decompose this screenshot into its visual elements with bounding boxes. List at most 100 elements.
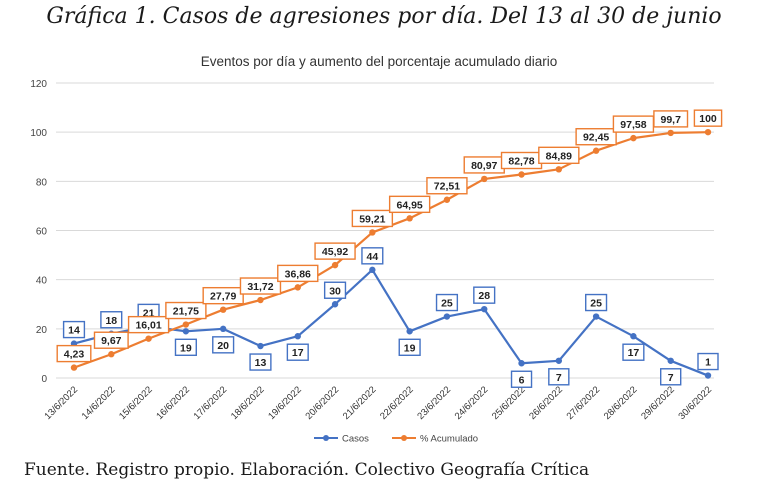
data-label-acumulado-7: 45,92 [322, 246, 348, 258]
x-tick-label-3: 16/6/2022 [154, 384, 192, 422]
point-casos-15 [630, 333, 637, 340]
data-label-casos-4: 20 [217, 340, 229, 352]
data-label-casos-9-box [398, 338, 421, 356]
data-label-acumulado-13-box [538, 146, 580, 165]
y-tick-label-0: 0 [41, 374, 47, 385]
data-label-casos-7: 30 [329, 285, 341, 297]
data-label-acumulado-13: 84,89 [546, 150, 572, 162]
point-acumulado-13 [555, 166, 563, 173]
data-label-casos-0-box [62, 320, 86, 339]
point-casos-6 [294, 333, 301, 340]
point-acumulado-6 [294, 284, 301, 291]
point-casos-16 [667, 357, 674, 364]
data-label-acumulado-0-box [56, 344, 92, 363]
point-acumulado-1 [108, 351, 115, 358]
point-acumulado-16 [667, 129, 674, 137]
legend-label-acumulado: % Acumulado [420, 434, 478, 445]
data-label-casos-1-box [100, 311, 123, 329]
point-acumulado-10 [443, 196, 451, 203]
figure-title: Gráfica 1. Casos de agresiones por día. … [46, 4, 722, 29]
data-label-casos-4-box [212, 336, 235, 354]
point-casos-13 [555, 357, 563, 364]
point-acumulado-12 [518, 171, 525, 178]
source-text: Registro propio. Elaboración. Colectivo … [95, 460, 590, 480]
x-tick-label-17: 30/6/2022 [676, 384, 714, 422]
point-acumulado-4 [219, 306, 227, 313]
data-label-casos-7-box [323, 281, 347, 299]
x-tick-label-13: 26/6/2022 [527, 384, 565, 422]
series-line-casos [73, 268, 709, 377]
x-tick-label-11: 24/6/2022 [453, 384, 491, 422]
data-label-casos-10-box [435, 293, 459, 312]
legend-marker-casos [323, 435, 329, 441]
data-label-acumulado-3: 21,75 [173, 306, 199, 318]
y-tick-label-120: 120 [30, 79, 47, 90]
point-casos-7 [331, 301, 339, 308]
x-tick-label-15: 28/6/2022 [602, 384, 640, 422]
point-acumulado-2 [145, 335, 152, 342]
point-acumulado-5 [257, 296, 264, 304]
x-tick-label-16: 29/6/2022 [639, 384, 677, 422]
point-casos-8 [369, 266, 376, 274]
data-label-acumulado-1: 9,67 [101, 335, 122, 347]
data-label-acumulado-8: 59,21 [359, 213, 385, 225]
data-label-acumulado-9-box [388, 195, 431, 214]
point-acumulado-9 [406, 215, 413, 222]
x-tick-label-6: 19/6/2022 [266, 384, 304, 422]
y-tick-label-40: 40 [36, 276, 48, 287]
data-label-acumulado-6-box [277, 264, 319, 283]
data-label-acumulado-16-box [653, 110, 689, 128]
data-label-casos-15-box [622, 343, 645, 361]
x-tick-label-8: 21/6/2022 [341, 384, 379, 422]
x-tick-label-5: 18/6/2022 [229, 384, 267, 422]
data-label-casos-2: 21 [143, 307, 155, 319]
data-label-casos-14: 25 [590, 298, 602, 310]
data-label-acumulado-10-box [426, 177, 468, 195]
source-label: Fuente. [24, 460, 91, 480]
point-acumulado-15 [630, 134, 637, 142]
point-acumulado-11 [481, 175, 488, 183]
data-label-casos-8-box [361, 247, 384, 265]
data-label-acumulado-0: 4,23 [64, 349, 85, 361]
data-label-acumulado-2-box [127, 315, 170, 334]
data-label-casos-15: 17 [628, 347, 640, 359]
point-acumulado-17 [704, 128, 712, 136]
data-label-acumulado-6: 36,86 [285, 268, 311, 280]
data-label-acumulado-4: 27,79 [210, 291, 236, 303]
data-label-acumulado-16: 99,7 [660, 114, 681, 126]
data-label-casos-11-box [473, 286, 496, 304]
data-label-casos-5: 13 [255, 357, 267, 369]
data-label-acumulado-8-box [351, 209, 394, 228]
data-label-casos-5-box [249, 353, 272, 371]
point-casos-11 [481, 305, 488, 313]
legend-label-casos: Casos [342, 434, 369, 445]
data-label-casos-1: 18 [105, 315, 117, 327]
data-label-casos-11: 28 [478, 290, 490, 302]
y-tick-label-60: 60 [36, 227, 48, 238]
point-casos-17 [704, 372, 712, 379]
point-casos-3 [182, 328, 190, 335]
x-tick-label-7: 20/6/2022 [304, 384, 342, 422]
data-label-casos-17-box [697, 352, 719, 371]
x-tick-label-10: 23/6/2022 [415, 384, 453, 422]
data-label-casos-3-box [174, 338, 197, 356]
data-label-acumulado-17: 100 [699, 113, 717, 125]
data-label-casos-13: 7 [556, 372, 562, 384]
data-label-acumulado-10: 72,51 [434, 181, 460, 193]
data-label-casos-13-box [548, 368, 570, 386]
x-tick-label-2: 15/6/2022 [117, 384, 155, 422]
data-label-casos-8: 44 [367, 251, 379, 263]
chart-title: Eventos por día y aumento del porcentaje… [201, 54, 557, 69]
data-label-casos-6-box [286, 343, 309, 361]
data-label-casos-17: 1 [705, 357, 711, 369]
data-label-casos-16-box [660, 368, 682, 386]
data-label-acumulado-4-box [202, 286, 244, 305]
data-label-casos-12: 6 [519, 374, 525, 386]
point-acumulado-8 [369, 229, 376, 236]
chart-svg: Eventos por día y aumento del porcentaje… [30, 54, 723, 445]
data-label-casos-14-box [585, 293, 608, 312]
x-tick-label-14: 27/6/2022 [565, 384, 603, 422]
legend-marker-acumulado [401, 435, 407, 441]
point-casos-12 [518, 360, 525, 367]
data-label-casos-0: 14 [68, 325, 80, 337]
